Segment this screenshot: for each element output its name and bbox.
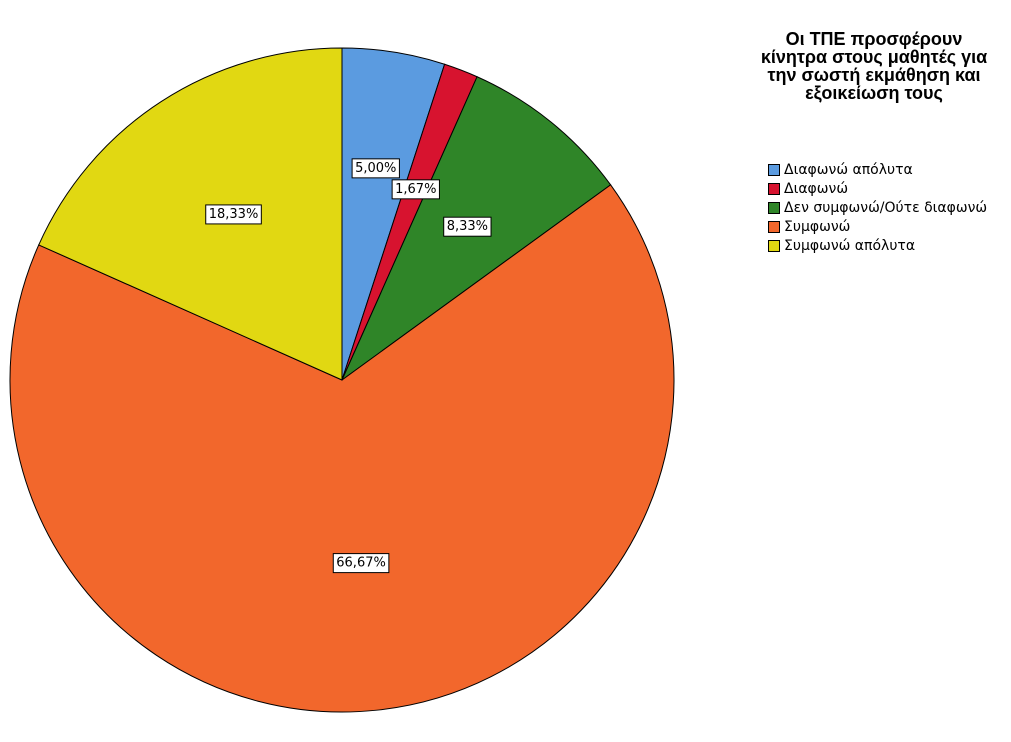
legend-item: Διαφωνώ [768,179,987,198]
data-label: 5,00% [351,158,400,179]
data-label-box [205,204,262,225]
pie-slices [9,47,675,713]
legend-swatch [768,163,780,176]
legend-swatch [768,182,780,195]
legend-swatch [768,201,780,214]
pie-slice [38,47,343,381]
legend-swatch [768,239,780,252]
data-label-text: 66,67% [336,556,386,571]
data-label: 18,33% [205,204,262,225]
legend: Διαφωνώ απόλυτα Διαφωνώ Δεν συμφωνώ/Ούτε δ… [768,160,987,255]
data-label-text: 1,67% [395,182,436,197]
legend-title: Οι ΤΠΕ προσφέρουν κίνητρα στους μαθητές … [760,29,988,103]
data-label-text: 5,00% [355,161,396,176]
data-label-text: 8,33% [447,219,488,234]
data-label-text: 18,33% [209,207,259,222]
data-label: 66,67% [332,553,390,574]
legend-item: Συμφωνώ απόλυτα [768,236,987,255]
legend-item: Συμφωνώ [768,217,987,236]
legend-label: Συμφωνώ [784,218,851,235]
data-label: 1,67% [391,179,440,200]
data-label-box [443,216,492,237]
legend-label: Διαφωνώ απόλυτα [784,161,913,178]
pie-data-labels: 5,00% 1,67% 8,33% 66,67% 18,33% [205,158,492,574]
data-label-box [332,553,390,574]
data-label: 8,33% [443,216,492,237]
legend-label: Συμφωνώ απόλυτα [784,237,916,254]
pie-slice [9,184,675,713]
legend-label: Διαφωνώ [784,180,849,197]
legend-item: Δεν συμφωνώ/Ούτε διαφωνώ [768,198,987,217]
data-label-box [391,179,440,200]
legend-label: Δεν συμφωνώ/Ούτε διαφωνώ [784,199,988,216]
legend-item: Διαφωνώ απόλυτα [768,160,987,179]
legend-swatch [768,220,780,233]
data-label-box [351,158,400,179]
